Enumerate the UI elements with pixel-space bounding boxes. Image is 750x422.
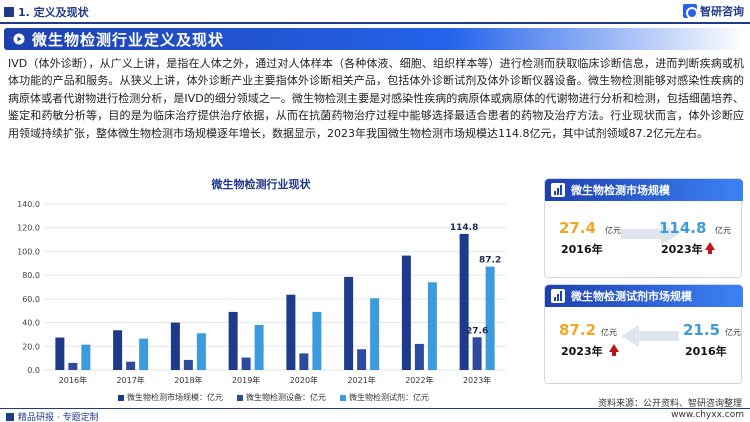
- x-tick-label: 2021年: [347, 375, 375, 385]
- card-title: 微生物检测试剂市场规模: [571, 290, 692, 303]
- card-right-value: 21.5: [683, 321, 721, 339]
- data-label: 114.8: [450, 223, 478, 233]
- bar: [427, 282, 437, 370]
- legend-label: 微生物检测设备：亿元: [246, 393, 326, 402]
- section-label: 1. 定义及现状: [18, 6, 89, 19]
- chart-title: 微生物检测行业现状: [211, 178, 311, 191]
- legend-swatch: [340, 394, 346, 401]
- legend-item-reagent: 微生物检测试剂：亿元: [340, 392, 429, 403]
- market-size-card: 微生物检测市场规模 27.4 亿元 2016年 114.8 亿元 2023年: [544, 178, 743, 278]
- legend-swatch: [237, 394, 243, 401]
- bar: [344, 276, 354, 370]
- y-tick-label: 0.0: [27, 366, 40, 375]
- card-header: 微生物检测试剂市场规模: [545, 285, 743, 307]
- title-bar: 微生物检测行业定义及现状: [4, 28, 746, 50]
- bar: [459, 233, 469, 370]
- x-tick-label: 2017年: [116, 375, 144, 385]
- bar: [81, 344, 91, 370]
- card-left-unit: 亿元: [605, 226, 621, 235]
- footer-bar: 精品研报 · 专题定制 www.chyxx.com: [0, 408, 750, 422]
- bar: [196, 333, 206, 370]
- y-tick-label: 120.0: [17, 224, 40, 233]
- y-tick-label: 20.0: [22, 342, 40, 351]
- page-title: 微生物检测行业定义及现状: [32, 30, 225, 49]
- top-bar: 1. 定义及现状 智研咨询: [0, 0, 750, 24]
- up-arrow-icon: [609, 344, 619, 356]
- card-left-year: 2016年: [561, 243, 603, 256]
- x-tick-label: 2020年: [290, 375, 318, 385]
- bar-chart: 微生物检测行业现状 0.0 20.0 40.0 60.0 80.0 100.0 120.0 1…: [6, 174, 516, 406]
- card-right-year: 2016年: [685, 345, 727, 358]
- bar: [286, 294, 296, 370]
- chart-legend: 微生物检测市场规模：亿元 微生物检测设备：亿元 微生物检测试剂：亿元: [118, 392, 429, 403]
- x-tick-label: 2019年: [232, 375, 260, 385]
- card-right-unit: 亿元: [725, 328, 741, 337]
- bar: [312, 311, 322, 370]
- legend-swatch: [118, 394, 124, 401]
- bar: [414, 343, 424, 370]
- bar: [183, 359, 193, 370]
- y-tick-label: 40.0: [22, 319, 40, 328]
- bar: [472, 337, 482, 370]
- bar: [139, 338, 149, 370]
- card-header: 微生物检测市场规模: [545, 179, 743, 201]
- legend-label: 微生物检测试剂：亿元: [349, 393, 429, 402]
- card-right-year: 2023年: [661, 243, 703, 256]
- legend-item-equipment: 微生物检测设备：亿元: [237, 392, 326, 403]
- intro-paragraph: IVD（体外诊断），从广义上讲，是指在人体之外，通过对人体样本（各种体液、细胞、…: [8, 57, 744, 140]
- legend-label: 微生物检测市场规模：亿元: [127, 393, 223, 402]
- x-tick-label: 2016年: [59, 375, 87, 385]
- bar: [370, 298, 380, 370]
- bar: [228, 311, 238, 370]
- card-right-value: 114.8: [659, 219, 707, 237]
- card-left-value: 87.2: [559, 321, 597, 339]
- footer-left-text: 精品研报 · 专题定制: [18, 413, 99, 422]
- logo-icon: [683, 4, 698, 19]
- legend-item-market: 微生物检测市场规模：亿元: [118, 392, 223, 403]
- x-tick-label: 2023年: [463, 375, 491, 385]
- footer-url[interactable]: www.chyxx.com: [671, 410, 744, 420]
- bar: [170, 322, 180, 370]
- card-left-unit: 亿元: [601, 328, 617, 337]
- x-tick-label: 2018年: [174, 375, 202, 385]
- arrow-right-icon: [621, 223, 679, 245]
- bar: [357, 349, 367, 370]
- brand-logo: 智研咨询: [683, 3, 744, 19]
- logo-text: 智研咨询: [700, 5, 744, 18]
- x-tick-label: 2022年: [405, 375, 433, 385]
- bar: [55, 337, 65, 370]
- bar: [126, 361, 136, 370]
- up-arrow-icon: [705, 242, 715, 254]
- card-right-unit: 亿元: [715, 226, 731, 235]
- arrow-left-icon: [621, 325, 679, 347]
- bar-chart-icon: [551, 289, 565, 303]
- bar: [299, 353, 309, 370]
- section-marker-icon: [4, 7, 14, 17]
- bar: [485, 266, 495, 370]
- card-left-value: 27.4: [559, 219, 597, 237]
- bar-chart-icon: [551, 183, 565, 197]
- y-tick-label: 100.0: [17, 247, 40, 256]
- data-label: 87.2: [479, 256, 501, 266]
- y-tick-label: 60.0: [22, 295, 40, 304]
- chart-svg: 0.0 20.0 40.0 60.0 80.0 100.0 120.0 140.0 2016年 2…: [17, 200, 506, 385]
- footer-marker-icon: [6, 412, 14, 421]
- source-note: 资料来源：公开资料、智研咨询整理: [597, 399, 742, 409]
- bar: [254, 324, 264, 370]
- play-icon: [12, 32, 26, 46]
- card-left-year: 2023年: [561, 345, 603, 358]
- bar: [241, 357, 251, 370]
- bar: [113, 330, 123, 370]
- y-tick-label: 140.0: [17, 200, 40, 209]
- card-title: 微生物检测市场规模: [571, 184, 670, 197]
- bar: [68, 362, 78, 370]
- footer-left: 精品研报 · 专题定制: [6, 410, 99, 422]
- bar: [401, 255, 411, 370]
- y-tick-label: 80.0: [22, 271, 40, 280]
- data-label: 27.6: [466, 326, 488, 336]
- reagent-size-card: 微生物检测试剂市场规模 87.2 亿元 2023年 21.5 亿元 2016年: [544, 284, 743, 384]
- section-tag: 1. 定义及现状: [4, 4, 89, 20]
